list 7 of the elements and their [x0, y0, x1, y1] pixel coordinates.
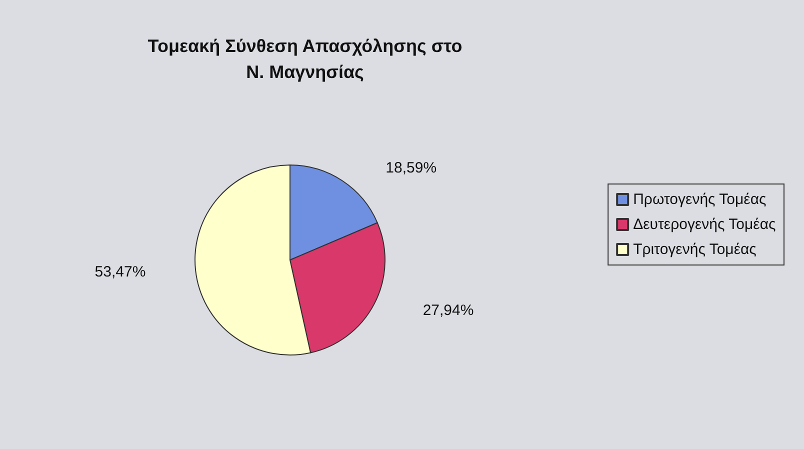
legend-label: Τριτογενής Τομέας [633, 241, 756, 258]
chart-title: Τομεακή Σύνθεση Απασχόλησης στο Ν. Μαγνησίας [148, 36, 462, 82]
legend-label: Πρωτογενής Τομέας [633, 191, 766, 208]
data-label: 53,47% [94, 263, 146, 280]
legend-label: Δευτερογενής Τομέας [633, 216, 776, 233]
data-label: 27,94% [422, 302, 474, 319]
data-label: 18,59% [386, 160, 437, 177]
